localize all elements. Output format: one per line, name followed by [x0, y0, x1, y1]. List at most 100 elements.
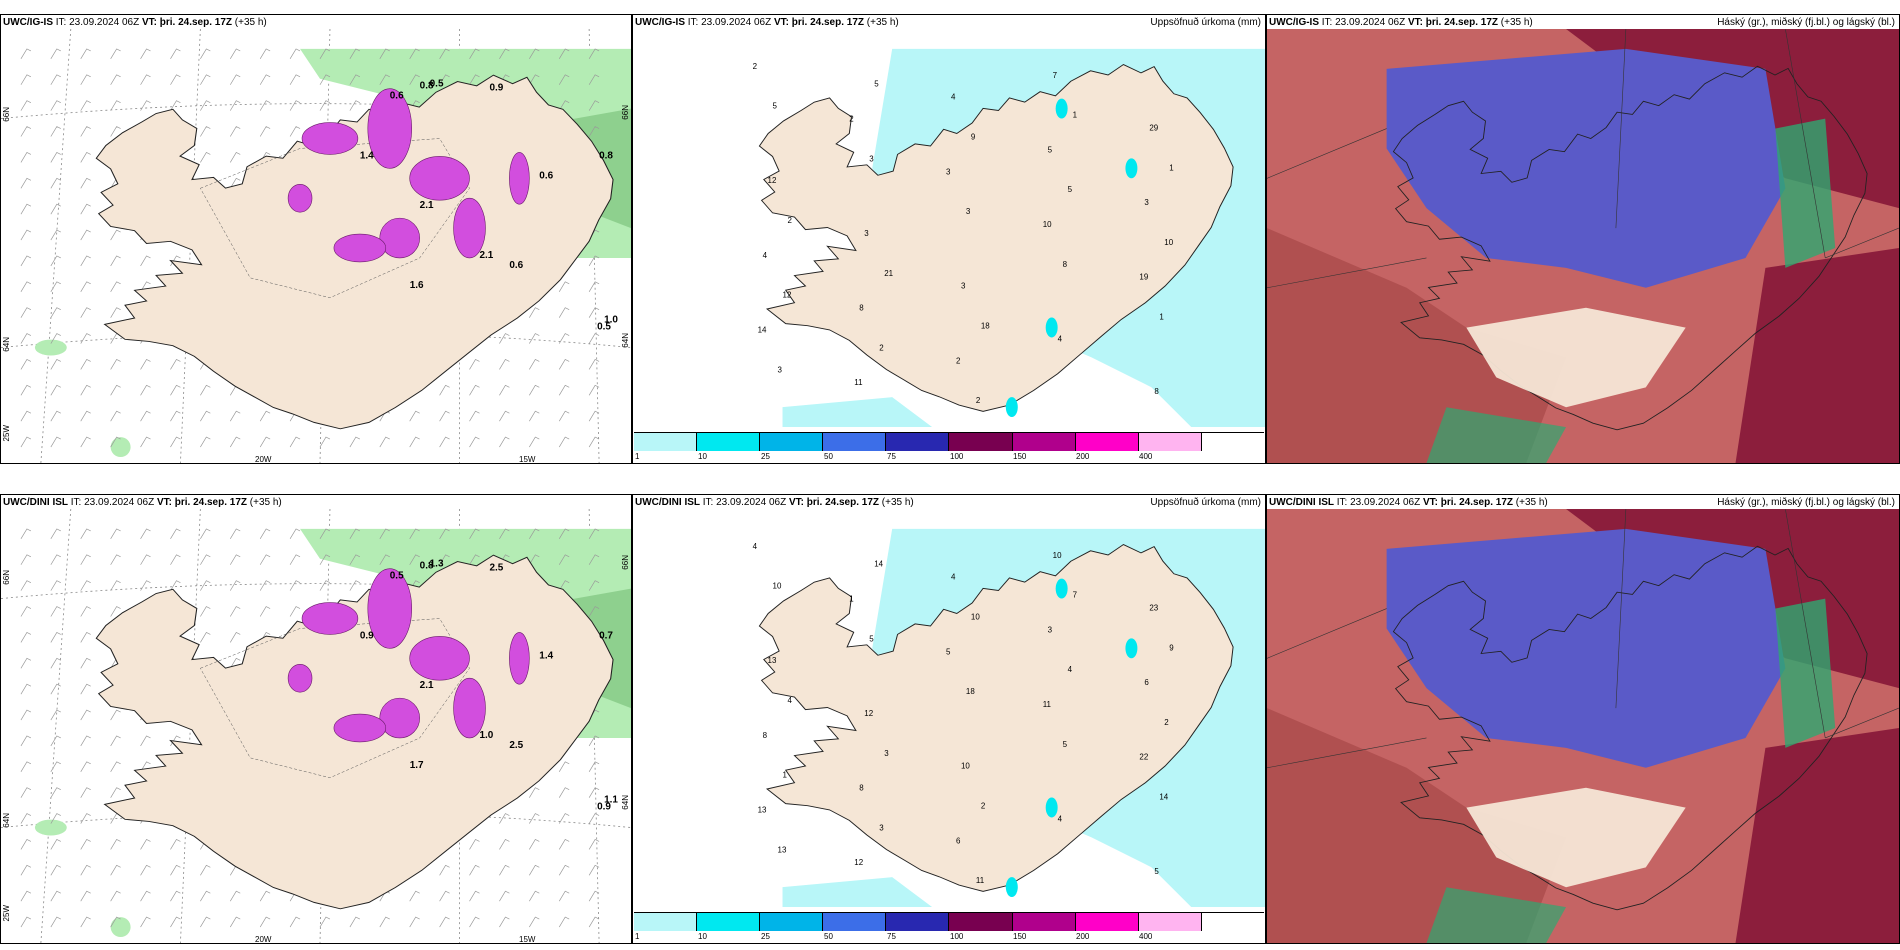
lat-tick-66-right: 66N [621, 555, 630, 570]
wind-barb [50, 384, 61, 396]
panel-title: UWC/IG-IS IT: 23.09.2024 06Z VT: þri. 24… [1269, 17, 1533, 28]
snow-value-label: 1.4 [360, 150, 374, 161]
panel-precip-top: UWC/IG-IS IT: 23.09.2024 06Z VT: þri. 24… [632, 14, 1266, 464]
snow-value-label: 2.1 [479, 250, 493, 261]
wind-barb [259, 436, 271, 448]
precip-value-label: 5 [874, 80, 879, 89]
precip-value-label: 1 [849, 595, 854, 604]
wind-barb [110, 255, 121, 267]
wind-barb [140, 761, 151, 772]
panel-cloud-top: UWC/IG-IS IT: 23.09.2024 06Z VT: þri. 24… [1266, 14, 1900, 464]
wind-barb [409, 554, 420, 565]
legend-swatch [1138, 913, 1202, 931]
wind-barb [20, 916, 32, 928]
wind-barb [20, 580, 32, 591]
wind-barb [529, 916, 540, 928]
precip-map: 2 2 3 10 19 14 11 4 5 3 4 8 2 7 29 12 3 3 4 8 5 3 3 8 1 3 5 9 5 10 12 2… [633, 29, 1265, 427]
lat-tick-64: 64N [2, 337, 11, 352]
wind-barb [529, 864, 540, 876]
wind-barb [558, 787, 570, 798]
precip-legend [634, 432, 1264, 451]
wind-barb [20, 735, 32, 747]
wind-barb [20, 554, 32, 565]
coastline [1392, 545, 1868, 911]
wind-barb [229, 631, 241, 643]
wind-barb [80, 74, 91, 85]
wind-barb [50, 631, 61, 643]
wind-barb [140, 384, 151, 396]
wind-barb [140, 436, 151, 448]
wind-barb [529, 528, 540, 540]
cloud-mid-layer [1267, 708, 1567, 943]
wind-barb [50, 177, 61, 189]
wind-barb [259, 580, 271, 591]
wind-barb [379, 528, 390, 540]
wind-barb [110, 864, 121, 876]
wind-barb [50, 281, 61, 292]
precip-value-label: 5 [869, 634, 874, 643]
wind-barb [50, 126, 61, 137]
wind-barb [200, 554, 211, 565]
legend-label: 200 [1076, 932, 1090, 941]
wind-barb [499, 839, 510, 850]
wind-barb [20, 333, 32, 344]
snow-value-label: 2.5 [509, 740, 523, 751]
precip-value-label: 8 [859, 304, 864, 313]
wind-barb [170, 410, 181, 422]
precip-value-label: 6 [956, 836, 961, 845]
wind-barb [469, 74, 480, 85]
wind-barb [259, 48, 271, 60]
precip-value-label: 3 [1048, 625, 1053, 634]
wind-barb [588, 333, 600, 344]
wind-barb [20, 761, 32, 772]
wind-barb [499, 436, 510, 448]
wind-barb [20, 683, 32, 695]
grid-parallel [1, 103, 631, 119]
wind-barb [469, 554, 480, 565]
panel-title: UWC/IG-IS IT: 23.09.2024 06Z VT: þri. 24… [3, 17, 267, 28]
wind-barb [259, 890, 271, 902]
precip-area [782, 877, 933, 907]
precip-value-label: 13 [768, 656, 777, 665]
precip-value-label: 5 [1068, 185, 1073, 194]
cloud-green-layer [1775, 118, 1836, 268]
wind-barb [80, 229, 91, 241]
wind-barb [50, 735, 61, 747]
precip-map-svg: 4151122131243688610231312104510518514131… [753, 528, 1265, 907]
wind-barb [80, 126, 91, 137]
wind-barb [558, 554, 570, 565]
legend-swatch [1012, 913, 1076, 931]
wind-barb [588, 890, 600, 902]
wind-barb [558, 813, 570, 824]
precip-value-label: 12 [768, 176, 777, 185]
lat-tick-66-right: 66N [621, 105, 630, 120]
wind-barb [50, 761, 61, 772]
wind-barb [20, 100, 32, 111]
wind-barb [499, 333, 510, 344]
wind-barb [229, 410, 241, 422]
wind-barb [229, 606, 241, 617]
wind-barb [50, 48, 61, 60]
wind-barb [80, 307, 91, 318]
cloud-low-layer [1386, 528, 1786, 768]
wind-barb [20, 657, 32, 669]
wind-barb [20, 229, 32, 241]
wind-barb [289, 100, 301, 111]
wind-barb [20, 177, 32, 189]
wind-barb [349, 554, 361, 565]
wind-barb [319, 48, 331, 60]
panel-title: UWC/DINI ISL IT: 23.09.2024 06Z VT: þri.… [1269, 497, 1548, 508]
wind-barb [80, 709, 91, 721]
wind-barb [558, 436, 570, 448]
wind-barb [558, 916, 570, 928]
wind-barb [529, 74, 540, 85]
wind-barb [349, 74, 361, 85]
cloud-map-svg [1267, 509, 1899, 943]
wind-barb [140, 554, 151, 565]
wind-barb [529, 410, 540, 422]
wind-barb [529, 813, 540, 824]
wind-barb [110, 606, 121, 617]
wind-barb [469, 864, 480, 876]
wind-barb [529, 333, 540, 344]
snow-blob [333, 713, 387, 743]
